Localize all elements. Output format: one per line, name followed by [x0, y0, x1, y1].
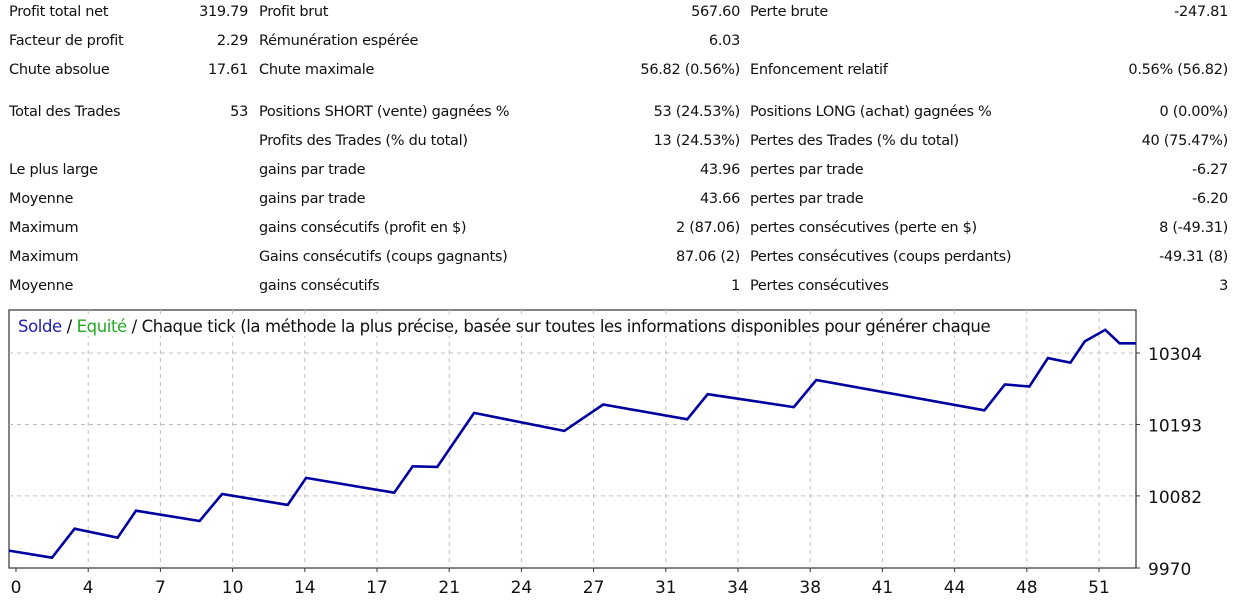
title-model-text: / Chaque tick (la méthode la plus précis… — [126, 317, 991, 336]
stat-label: Chute maximale — [259, 62, 375, 78]
stat-label: Profits des Trades (% du total) — [259, 133, 468, 149]
stat-value: 40 (75.47%) — [1141, 133, 1229, 149]
x-tick-label: 51 — [1088, 578, 1110, 598]
x-tick-label: 27 — [583, 578, 605, 598]
stat-label: Positions SHORT (vente) gagnées % — [259, 104, 510, 120]
stat-label: Rémunération espérée — [259, 33, 419, 49]
stats-row: Moyenne gains par trade 43.66 pertes par tr… — [0, 191, 1253, 211]
stats-row: Profits des Trades (% du total) 13 (24.53… — [0, 133, 1253, 153]
stat-label: Gains consécutifs (coups gagnants) — [259, 249, 508, 265]
stat-label: Chute absolue — [9, 62, 110, 78]
stat-label: Pertes des Trades (% du total) — [750, 133, 959, 149]
stat-value: 56.82 (0.56%) — [640, 62, 740, 78]
stat-value: 17.61 — [207, 62, 248, 78]
stat-value: 43.96 — [699, 162, 740, 178]
stat-label: Positions LONG (achat) gagnées % — [750, 104, 992, 120]
stats-row: Moyenne gains consécutifs 1 Pertes consécut… — [0, 278, 1253, 298]
stat-value: 53 (24.53%) — [653, 104, 741, 120]
stat-value: -247.81 — [1174, 4, 1228, 20]
stat-value: 53 — [230, 104, 248, 120]
stat-label: Maximum — [9, 249, 79, 265]
stat-value: -6.20 — [1191, 191, 1228, 207]
stat-value: 3 — [1219, 278, 1228, 294]
stat-value: 87.06 (2) — [676, 249, 740, 265]
stat-label: gains par trade — [259, 162, 366, 178]
stat-label: Total des Trades — [9, 104, 121, 120]
stat-label: Moyenne — [9, 278, 74, 294]
stat-label: Profit total net — [9, 4, 109, 20]
x-tick-label: 34 — [727, 578, 749, 598]
x-tick-label: 4 — [83, 578, 94, 598]
plot-frame — [8, 309, 1137, 569]
stat-value: 567.60 — [691, 4, 740, 20]
title-separator: / — [61, 317, 77, 336]
y-tick-label: 10304 — [1148, 345, 1202, 365]
x-tick-label: 17 — [366, 578, 388, 598]
stat-label: pertes par trade — [750, 162, 864, 178]
stat-label: Pertes consécutives (coups perdants) — [750, 249, 1012, 265]
balance-line — [8, 328, 1136, 560]
stat-label: Facteur de profit — [9, 33, 124, 49]
stat-value: 1 — [731, 278, 740, 294]
stats-row: Facteur de profit 2.29 Rémunération espéré… — [0, 33, 1253, 53]
stat-label: Profit brut — [259, 4, 329, 20]
x-tick-label: 44 — [944, 578, 966, 598]
stats-row: Maximum gains consécutifs (profit en $) 2 … — [0, 220, 1253, 240]
stat-value: -49.31 (8) — [1159, 249, 1228, 265]
y-tick-label: 10082 — [1148, 488, 1202, 508]
stat-label: Moyenne — [9, 191, 74, 207]
stats-row: Total des Trades 53 Positions SHORT (vente… — [0, 104, 1253, 124]
stat-label: Maximum — [9, 220, 79, 236]
stat-value: 43.66 — [699, 191, 740, 207]
stats-row: Maximum Gains consécutifs (coups gagnants… — [0, 249, 1253, 269]
stat-value: 13 (24.53%) — [653, 133, 741, 149]
x-tick-label: 10 — [222, 578, 244, 598]
stats-row: Le plus large gains par trade 43.96 pertes … — [0, 162, 1253, 182]
x-tick-label: 41 — [872, 578, 894, 598]
x-tick-label: 38 — [799, 578, 821, 598]
stat-value: -6.27 — [1191, 162, 1228, 178]
x-tick-label: 21 — [438, 578, 460, 598]
stat-label: Le plus large — [9, 162, 98, 178]
x-tick-label: 31 — [655, 578, 677, 598]
legend-equity: Equité — [76, 317, 128, 336]
y-tick-label: 9970 — [1148, 560, 1191, 580]
stat-value: 0.56% (56.82) — [1128, 62, 1228, 78]
stat-label: pertes consécutives (perte en $) — [750, 220, 977, 236]
stat-value: 319.79 — [199, 4, 248, 20]
stat-label: gains consécutifs (profit en $) — [259, 220, 467, 236]
stat-label: Pertes consécutives — [750, 278, 889, 294]
stat-label: Enfoncement relatif — [750, 62, 888, 78]
x-tick-label: 7 — [155, 578, 166, 598]
balance-chart: 0 4 7 10 14 17 21 24 27 31 34 38 41 44 48 51 10304 10193 1… — [8, 309, 1202, 598]
stat-value: 6.03 — [708, 33, 740, 49]
chart-title: Solde / Equité / Chaque tick (la méthode… — [18, 317, 993, 336]
stat-label: gains par trade — [259, 191, 366, 207]
stat-label: gains consécutifs — [259, 278, 380, 294]
y-tick-label: 10193 — [1148, 416, 1202, 436]
stat-value: 0 (0.00%) — [1159, 104, 1228, 120]
x-tick-label: 0 — [11, 578, 22, 598]
stat-value: 2 (87.06) — [676, 220, 740, 236]
legend-balance: Solde — [18, 317, 62, 336]
stat-value: 8 (-49.31) — [1159, 220, 1228, 236]
stat-value: 2.29 — [216, 33, 248, 49]
stats-row: Chute absolue 17.61 Chute maximale 56.82 (0… — [0, 62, 1253, 82]
x-tick-label: 14 — [294, 578, 316, 598]
x-tick-label: 24 — [511, 578, 533, 598]
stat-label: Perte brute — [750, 4, 828, 20]
x-tick-label: 48 — [1016, 578, 1038, 598]
stat-label: pertes par trade — [750, 191, 864, 207]
stats-row: Profit total net 319.79 Profit brut 567.60 P… — [0, 4, 1253, 24]
